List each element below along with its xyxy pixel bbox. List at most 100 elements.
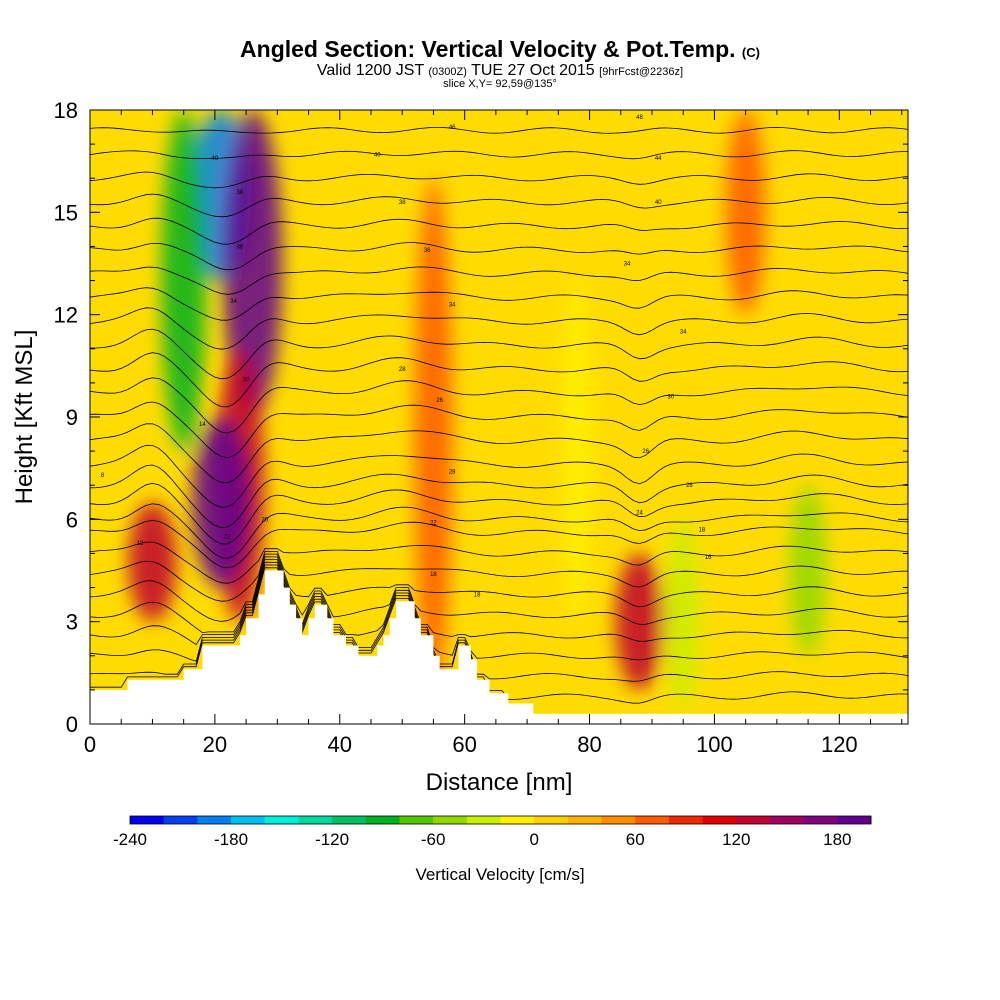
isentrope-line <box>90 328 908 380</box>
colorbar-swatch <box>500 816 535 824</box>
isentrope-label: 30 <box>667 395 674 401</box>
colorbar-swatch <box>332 816 367 824</box>
isentrope-line <box>90 352 908 408</box>
isentrope-label: 24 <box>636 511 643 517</box>
isentrope-line <box>90 242 908 271</box>
downdraft <box>561 280 593 622</box>
colorbar-swatch <box>534 816 569 824</box>
isentrope-line <box>90 556 908 634</box>
x-axis: 0 20 40 60 80 100 120 <box>84 110 903 757</box>
chart-title: Angled Section: Vertical Velocity & Pot.… <box>240 36 760 62</box>
x-tick-label: 40 <box>328 732 352 757</box>
isentrope-line <box>90 567 908 704</box>
colorbar-swatch <box>466 816 501 824</box>
isentrope-lines <box>90 104 908 704</box>
plot-area: 8 12 14 22 20 30 34 36 38 40 46 48 40 44 38 40 36 34 34 34 2… <box>90 104 908 724</box>
colorbar-swatch <box>231 816 266 824</box>
colorbar-swatch <box>803 816 838 824</box>
isentrope-label: 38 <box>237 190 244 196</box>
isentrope-label: 14 <box>199 422 206 428</box>
isentrope-labels: 8 12 14 22 20 30 34 36 38 40 46 48 40 44 38 40 36 34 34 34 2… <box>101 115 712 599</box>
isentrope-label: 38 <box>399 200 406 206</box>
colorbar-swatch <box>769 816 805 824</box>
x-tick-label: 60 <box>452 732 476 757</box>
isentrope-line <box>90 171 908 189</box>
isentrope-line <box>90 423 908 484</box>
updraft <box>222 110 283 417</box>
slice-info: slice X,Y= 92,59@135° <box>443 78 557 90</box>
isentrope-label: 34 <box>680 330 687 336</box>
isentrope-line <box>90 464 908 529</box>
isentrope-label: 34 <box>624 262 631 268</box>
isentrope-line <box>90 104 908 109</box>
isentrope-line <box>90 377 908 434</box>
isentrope-label: 26 <box>436 398 443 404</box>
isentrope-label: 30 <box>243 377 250 383</box>
isentrope-line <box>90 561 908 662</box>
colorbar-swatch <box>197 816 232 824</box>
isentrope-line <box>90 307 908 350</box>
isentrope-label: 26 <box>642 449 649 455</box>
isentrope-line <box>90 444 908 508</box>
colorbar-swatch <box>635 816 670 824</box>
isentrope-label: 40 <box>212 156 219 162</box>
isentrope-label: 8 <box>101 473 105 479</box>
colorbar-tick-label: 120 <box>722 830 750 849</box>
downdraft <box>789 485 827 656</box>
y-tick-label: 9 <box>66 405 78 430</box>
x-tick-label: 100 <box>696 732 733 757</box>
colorbar-tick-label: 60 <box>626 830 645 849</box>
isentrope-label: 18 <box>430 572 437 578</box>
isentrope-label: 18 <box>699 528 706 534</box>
isentrope-label: 26 <box>686 483 693 489</box>
x-tick-label: 20 <box>203 732 227 757</box>
colorbar-swatch <box>163 816 198 824</box>
y-axis-label: Height [Kft MSL] <box>11 330 38 505</box>
isentrope-line <box>90 559 908 646</box>
colorbar-swatch <box>264 816 299 824</box>
colorbar-swatch <box>365 816 400 824</box>
isentrope-line <box>90 126 908 134</box>
y-tick-label: 12 <box>54 303 78 328</box>
colorbar-label: Vertical Velocity [cm/s] <box>415 865 584 884</box>
isentrope-line <box>90 553 908 622</box>
colorbar: -240 -180 -120 -60 0 60 120 180 <box>113 815 872 849</box>
isentrope-label: 18 <box>474 592 481 598</box>
isentrope-label: 28 <box>399 367 406 373</box>
isentrope-label: 44 <box>655 156 662 162</box>
isentrope-line <box>90 266 908 295</box>
isentrope-label: 20 <box>261 517 268 523</box>
isentrope-label: 46 <box>449 125 456 131</box>
x-tick-label: 120 <box>821 732 858 757</box>
y-tick-label: 0 <box>66 712 78 737</box>
isentrope-label: 48 <box>636 115 643 121</box>
colorbar-swatch <box>298 816 333 824</box>
y-tick-label: 18 <box>54 98 78 123</box>
isentrope-line <box>90 401 908 459</box>
x-tick-label: 0 <box>84 732 96 757</box>
y-tick-label: 15 <box>54 200 78 225</box>
isentrope-label: 40 <box>655 200 662 206</box>
isentrope-label: 28 <box>449 470 456 476</box>
y-tick-label: 3 <box>66 610 78 635</box>
colorbar-swatch <box>736 816 771 824</box>
chart-subtitle: Valid 1200 JST (0300Z) TUE 27 Oct 2015 [… <box>316 62 684 79</box>
title-unit: (C) <box>741 45 760 60</box>
isentrope-label: 12 <box>137 541 144 547</box>
updraft <box>615 553 664 690</box>
colorbar-swatch <box>433 816 468 824</box>
isentrope-line <box>90 541 908 584</box>
colorbar-tick-label: -120 <box>315 830 349 849</box>
isentrope-line <box>90 217 908 245</box>
isentrope-label: 22 <box>430 521 437 527</box>
colorbar-tick-label: -60 <box>421 830 446 849</box>
isentrope-label: 22 <box>224 534 231 540</box>
x-tick-label: 80 <box>577 732 601 757</box>
isentrope-line <box>90 150 908 160</box>
colorbar-swatch <box>130 816 165 824</box>
isentrope-line <box>90 520 908 569</box>
terrain <box>90 570 908 724</box>
colorbar-swatch <box>601 816 636 824</box>
